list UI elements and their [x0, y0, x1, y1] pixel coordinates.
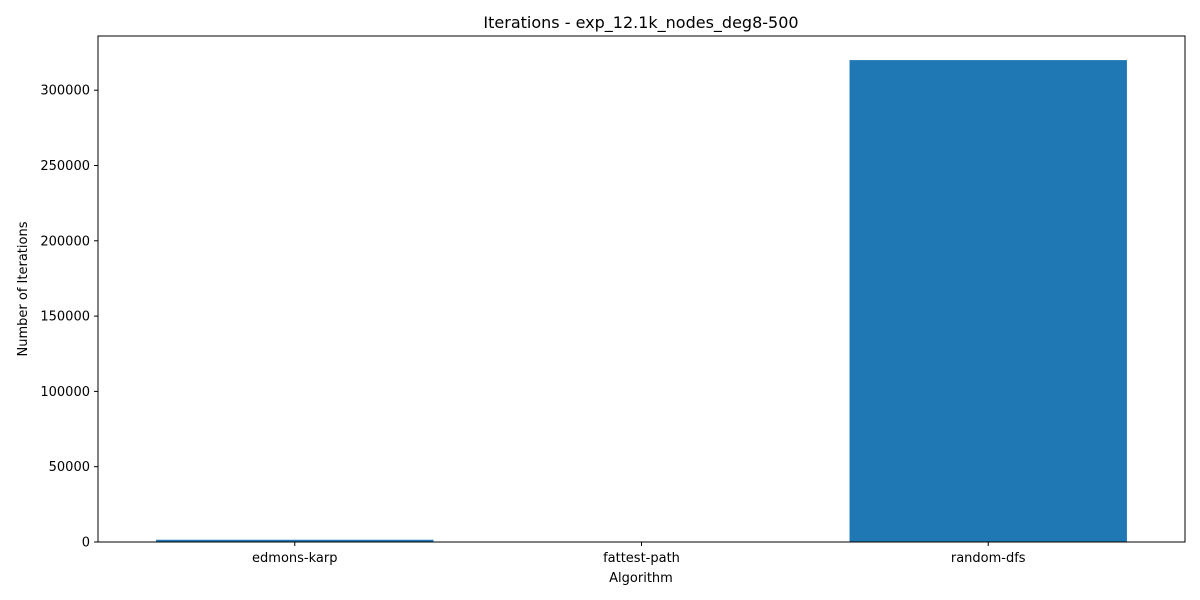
y-tick-label: 100000: [40, 385, 90, 400]
bar-edmons-karp: [156, 539, 434, 542]
x-ticks-group: edmons-karp fattest-path random-dfs: [252, 542, 1026, 566]
y-tick-label: 0: [82, 536, 90, 551]
y-tick-label: 250000: [40, 159, 90, 174]
x-tick-label: random-dfs: [951, 551, 1026, 566]
y-ticks-group: 0 50000 100000 150000 200000 250000 300000: [40, 84, 98, 551]
y-tick-label: 200000: [40, 234, 90, 249]
plot-frame: [97, 35, 1186, 543]
y-axis-label: Number of Iterations: [16, 221, 31, 356]
y-tick-label: 150000: [40, 310, 90, 325]
bars-group: [156, 60, 1127, 542]
x-axis-label: Algorithm: [609, 571, 673, 586]
x-tick-label: fattest-path: [603, 551, 680, 566]
bar-random-dfs: [849, 60, 1127, 542]
y-tick-label: 50000: [49, 460, 90, 475]
y-tick-label: 300000: [40, 84, 90, 99]
chart-title: Iterations - exp_12.1k_nodes_deg8-500: [483, 13, 798, 33]
x-tick-label: edmons-karp: [252, 551, 337, 566]
